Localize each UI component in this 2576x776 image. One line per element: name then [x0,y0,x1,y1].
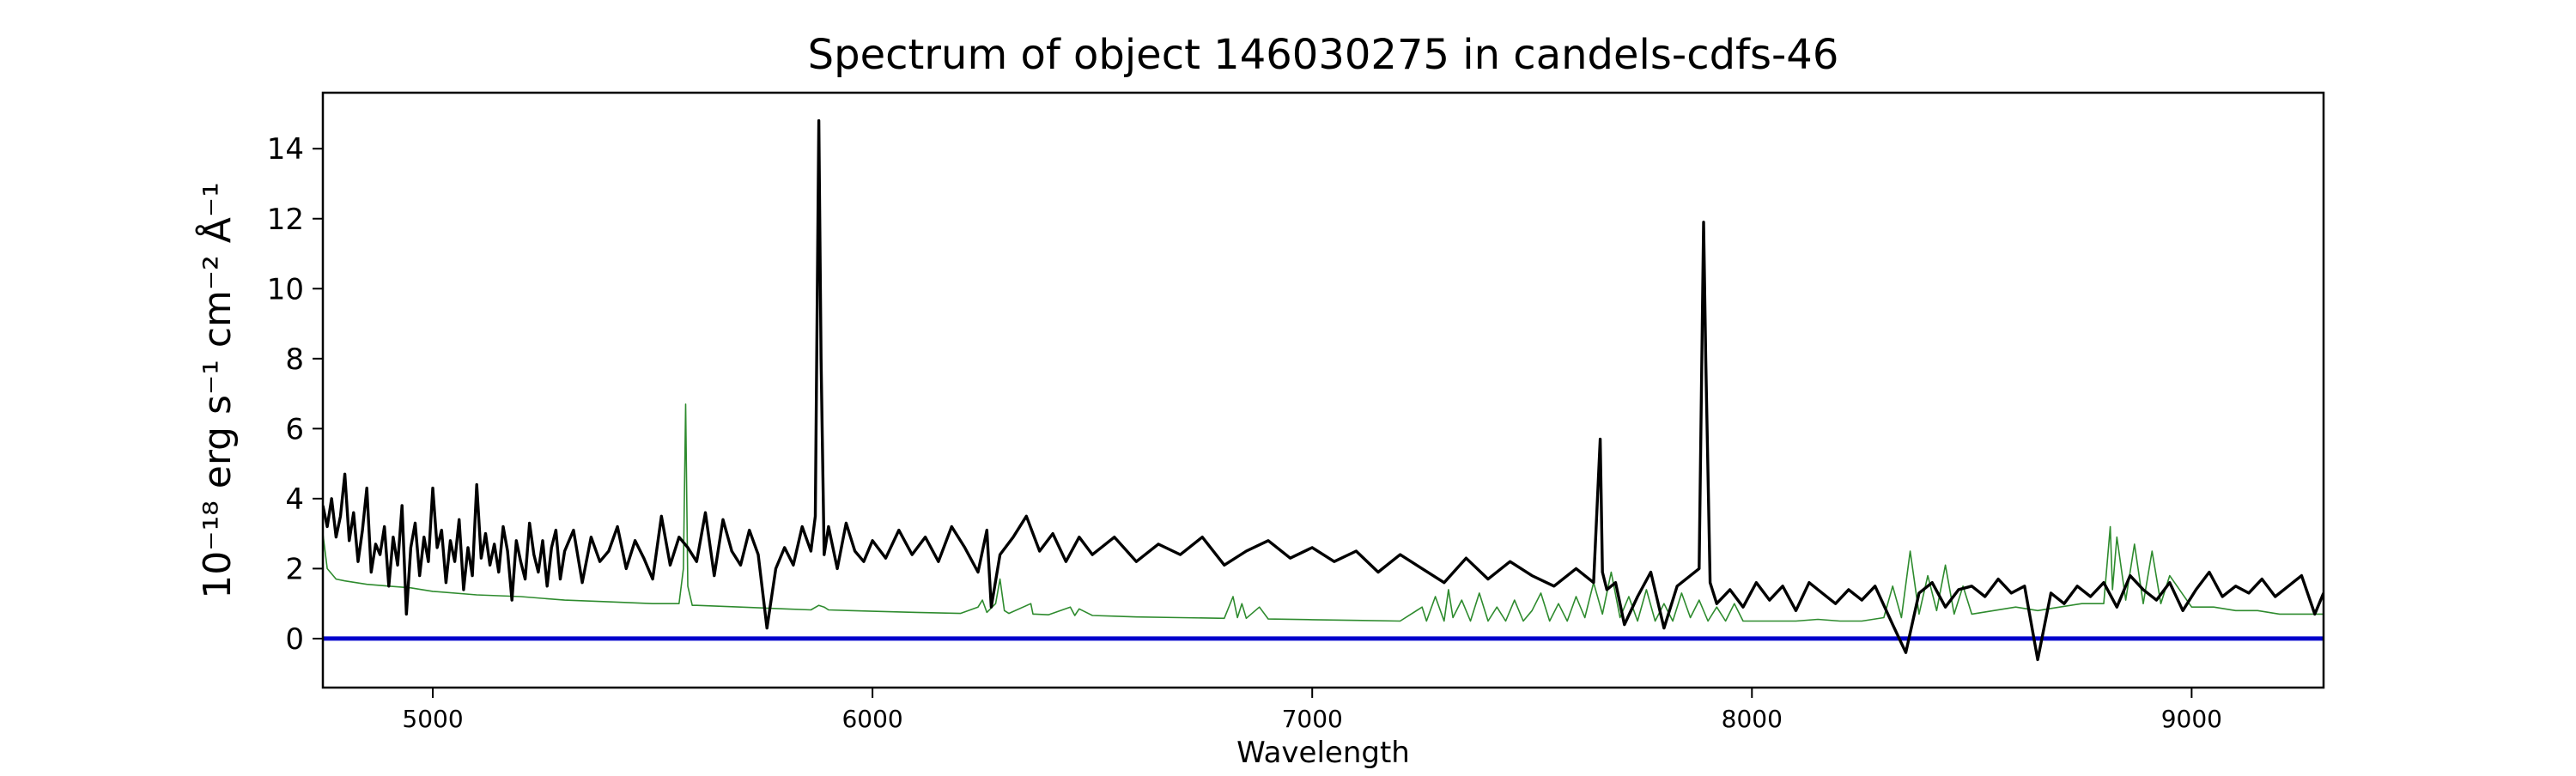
y-tick-label: 0 [285,622,304,657]
y-tick-label: 4 [285,482,304,517]
series-line-flux [323,118,2324,662]
y-tick-label: 8 [285,343,304,377]
x-axis: 5000 6000 7000 8000 9000 [402,688,2222,733]
x-tick-label: 6000 [841,705,902,733]
y-tick-label: 6 [285,412,304,446]
x-tick-label: 9000 [2161,705,2222,733]
x-tick-label: 7000 [1282,705,1343,733]
y-tick-label: 2 [285,552,304,586]
y-tick-label: 14 [267,132,304,167]
x-axis-label: Wavelength [1236,736,1410,770]
plot-frame [321,91,2325,689]
y-tick-label: 12 [267,203,304,237]
x-tick-label: 5000 [402,705,463,733]
series-line-model [323,403,2324,622]
chart-title: Spectrum of object 146030275 in candels-… [808,31,1839,79]
y-axis-label: 10⁻¹⁸ erg s⁻¹ cm⁻² Å⁻¹ [194,182,240,598]
y-axis: 0 2 4 6 8 10 12 14 [267,132,323,657]
y-tick-label: 10 [267,272,304,306]
x-tick-label: 8000 [1722,705,1783,733]
plot-area [323,118,2324,662]
